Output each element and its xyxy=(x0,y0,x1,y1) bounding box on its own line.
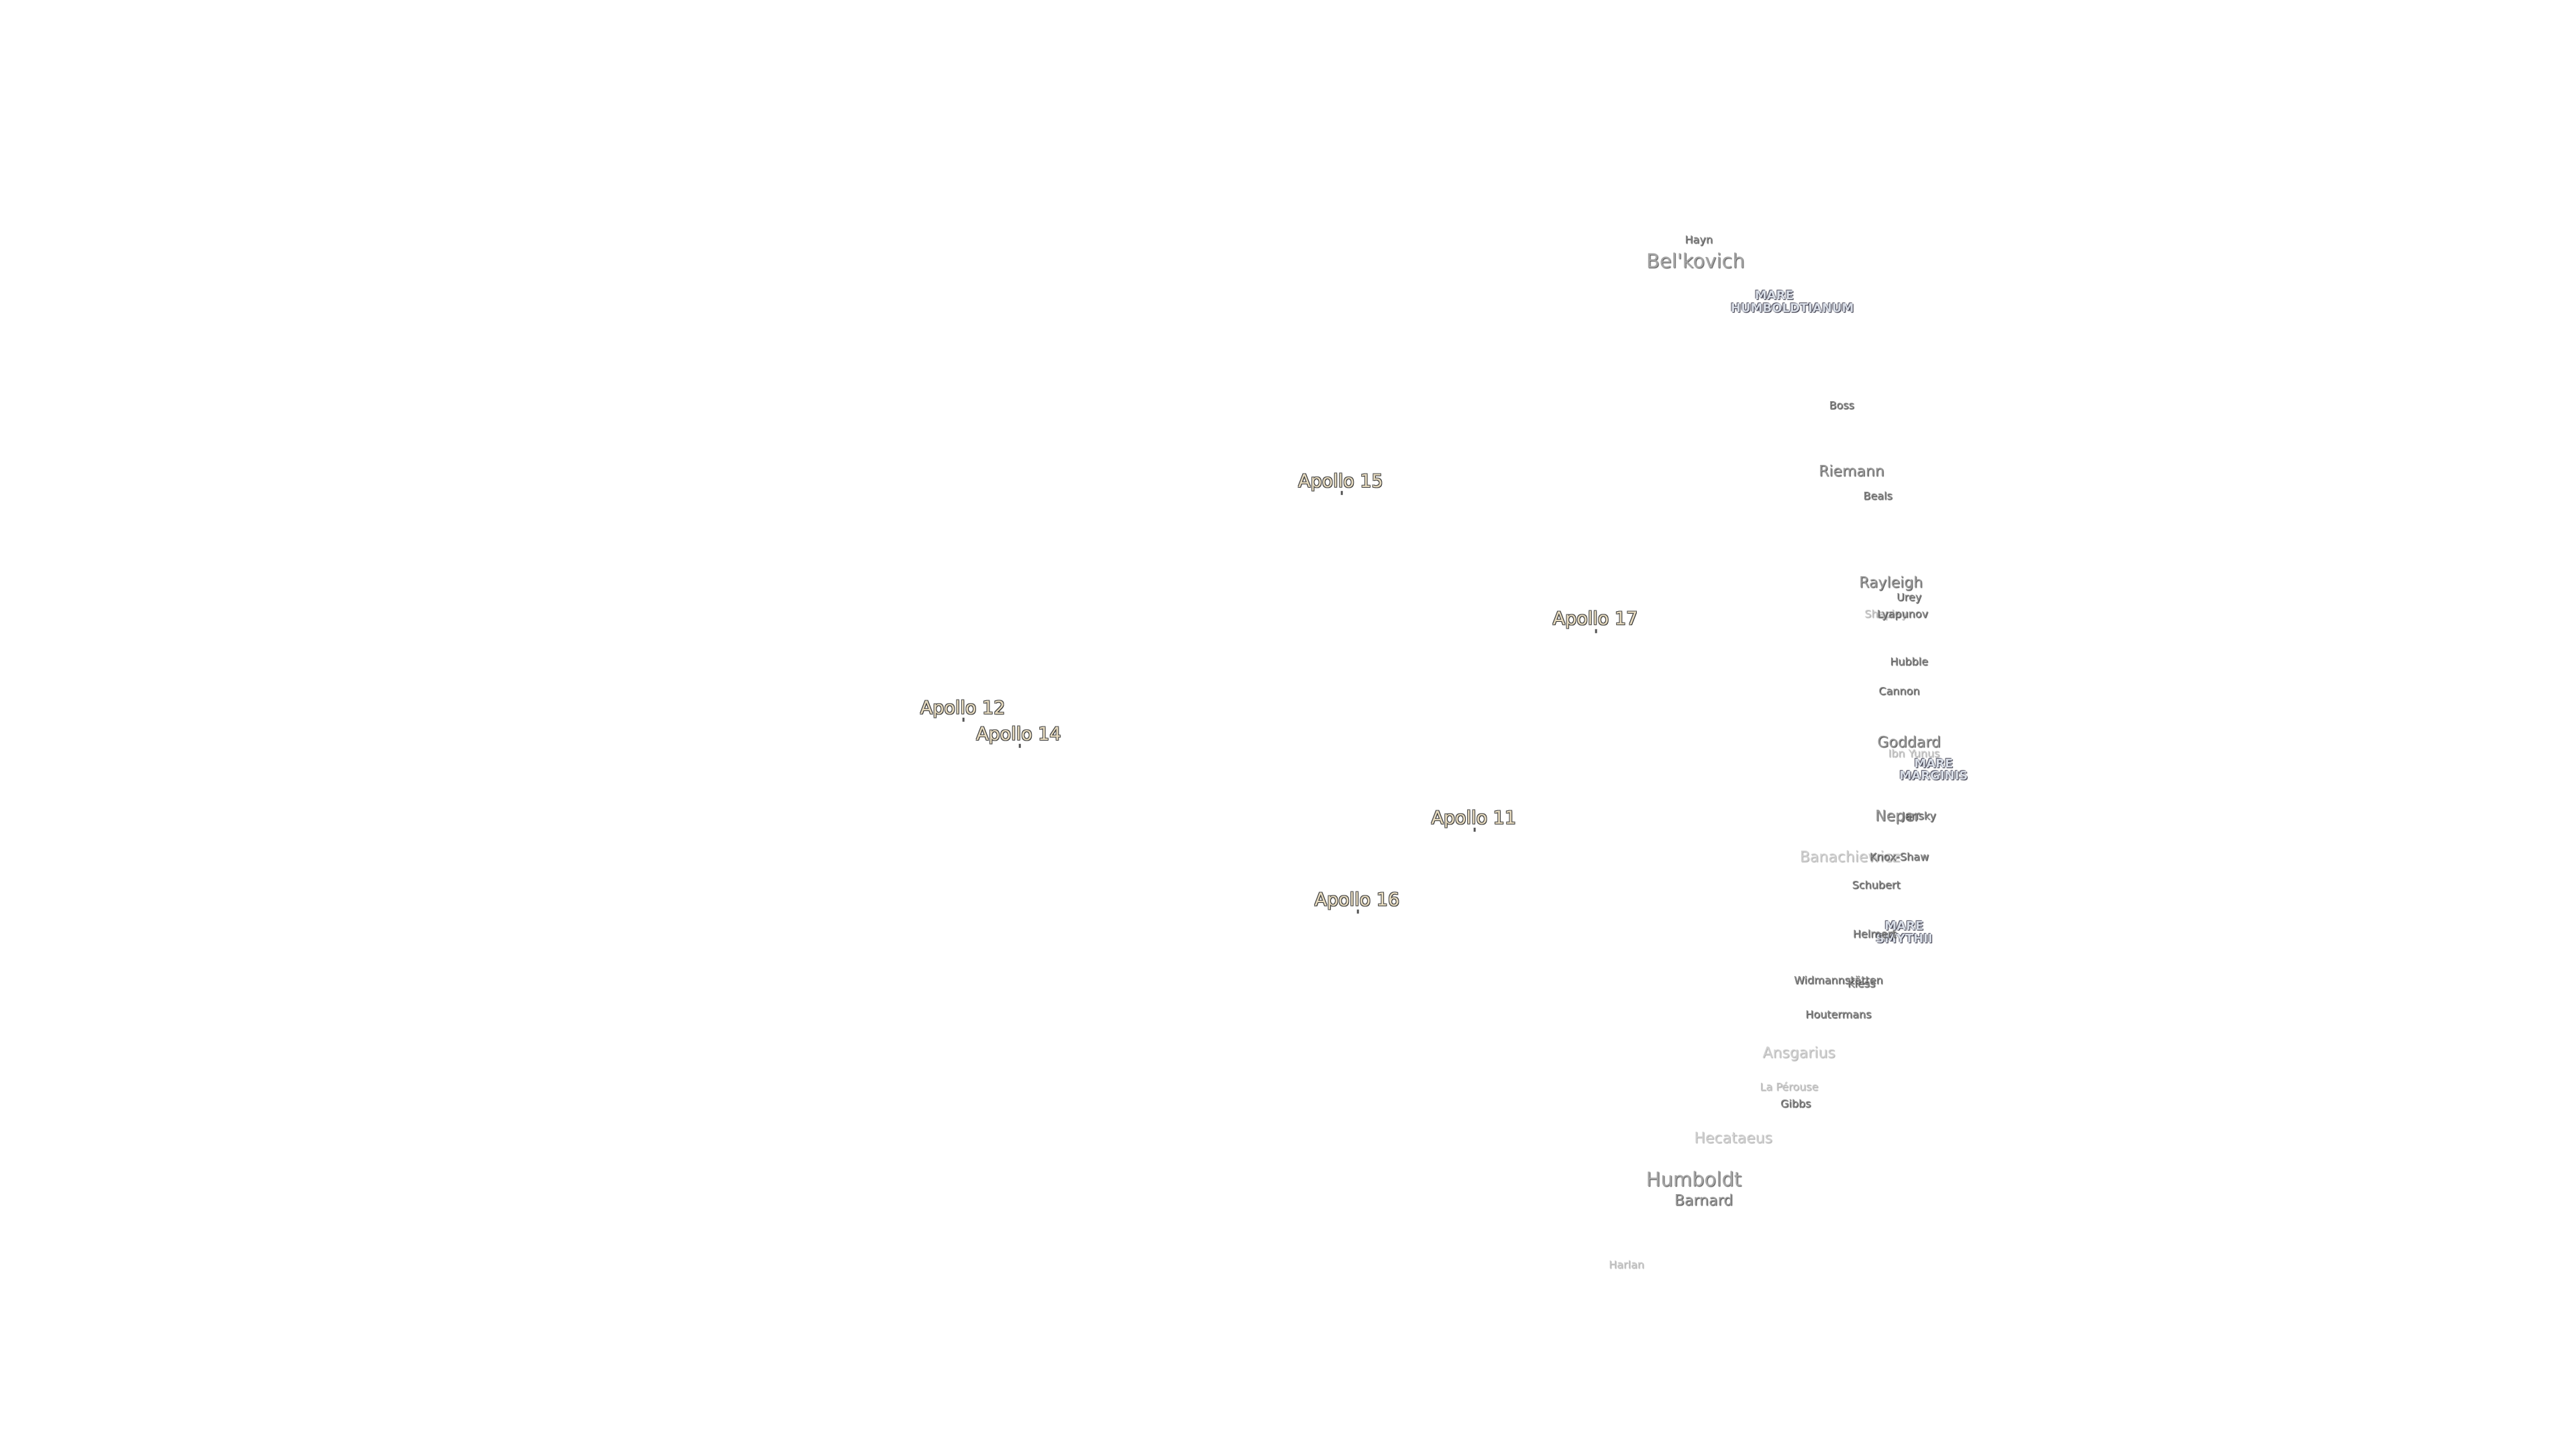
crater-label: Boss xyxy=(1829,398,1855,412)
crater-label: Schubert xyxy=(1851,878,1900,892)
mare-label: MARE HUMBOLDTIANUM xyxy=(1730,288,1854,315)
crater-label: Humboldt xyxy=(1646,1168,1742,1191)
crater-label: Ibn Yunus xyxy=(1888,747,1940,760)
landing-site-label: Apollo 15 xyxy=(1298,470,1383,496)
crater-label: Cannon xyxy=(1878,684,1920,698)
crater-label: Banachiewicz xyxy=(1799,849,1900,866)
crater-label: Ansgarius xyxy=(1762,1044,1835,1062)
landing-site-label: Apollo 12 xyxy=(920,697,1006,722)
landing-site-label: Apollo 11 xyxy=(1431,807,1517,833)
crater-label: Barnard xyxy=(1674,1192,1733,1210)
crater-label: Neper xyxy=(1875,808,1920,825)
landing-site-label: Apollo 17 xyxy=(1552,608,1638,633)
crater-label: Houtermans xyxy=(1805,1008,1872,1022)
crater-label: La Pérouse xyxy=(1760,1080,1819,1093)
crater-label: Beals xyxy=(1863,489,1892,502)
crater-label: Hayn xyxy=(1684,233,1713,246)
crater-label: Rayleigh xyxy=(1859,574,1923,592)
crater-label: Shapley xyxy=(1864,607,1908,621)
crater-label: Widmannstätten xyxy=(1794,973,1883,987)
crater-label: Bel'kovich xyxy=(1646,250,1745,273)
crater-label: Urey xyxy=(1896,591,1922,604)
crater-label: Jansky xyxy=(1901,809,1936,822)
crater-label: Kiess xyxy=(1847,977,1876,990)
crater-label: Hecataeus xyxy=(1694,1130,1773,1147)
crater-label: Gibbs xyxy=(1780,1097,1811,1110)
mare-label: MARE MARGINIS xyxy=(1899,756,1968,784)
crater-label: Riemann xyxy=(1819,463,1884,480)
crater-label: Lyapunov xyxy=(1876,607,1929,621)
crater-label: Goddard xyxy=(1877,734,1941,751)
landing-site-label: Apollo 16 xyxy=(1314,889,1400,914)
crater-label: Hubble xyxy=(1890,655,1929,668)
landing-site-label: Apollo 14 xyxy=(976,723,1061,749)
crater-label: Helmert xyxy=(1852,928,1896,941)
mare-label: MARE SMYTHII xyxy=(1876,919,1933,947)
crater-label: Harlan xyxy=(1609,1258,1644,1271)
crater-label: Knox-Shaw xyxy=(1869,850,1929,863)
